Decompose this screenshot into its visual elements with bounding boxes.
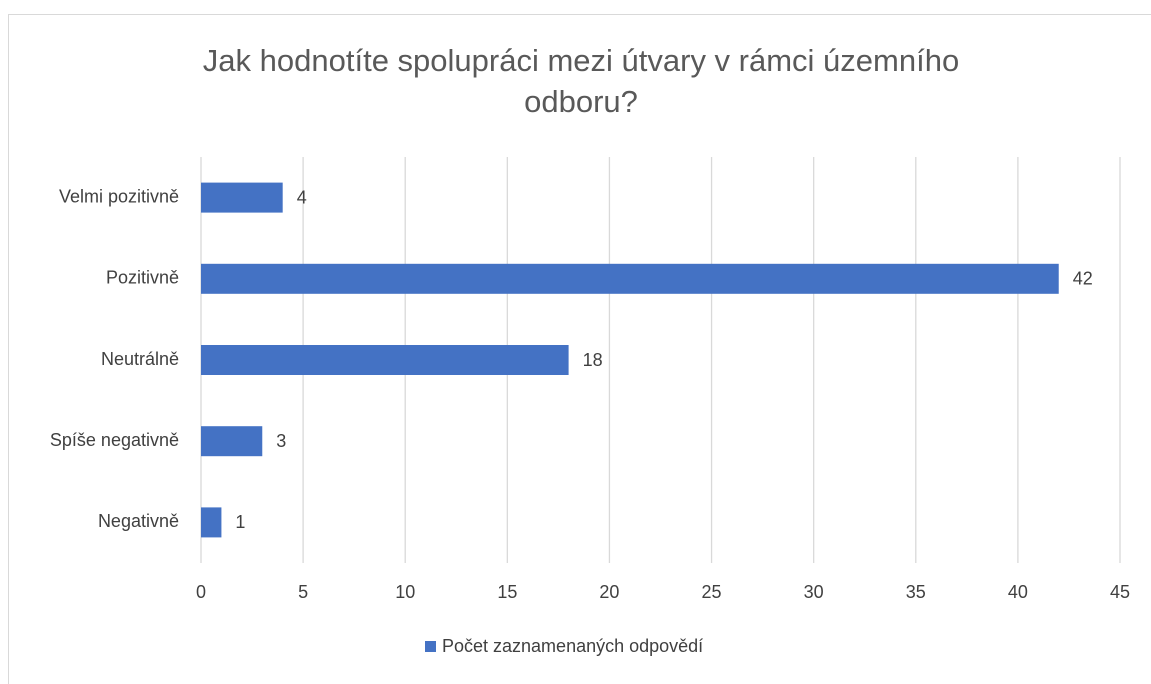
data-label: 42	[1073, 269, 1093, 289]
x-tick-label: 25	[702, 582, 722, 602]
bar	[201, 345, 569, 375]
y-tick-label: Neutrálně	[101, 349, 179, 369]
x-tick-label: 40	[1008, 582, 1028, 602]
data-label: 4	[297, 187, 307, 207]
chart-title: Jak hodnotíte spolupráci mezi útvary v r…	[202, 43, 960, 119]
bar	[201, 426, 263, 457]
x-tick-label: 5	[298, 582, 308, 602]
legend-label: Počet zaznamenaných odpovědí	[442, 636, 703, 656]
y-tick-label: Spíše negativně	[50, 430, 179, 450]
bar	[201, 263, 1059, 294]
y-tick-label: Negativně	[98, 511, 179, 531]
y-tick-label: Pozitivně	[106, 268, 179, 288]
x-tick-label: 30	[804, 582, 824, 602]
data-label: 3	[276, 431, 286, 451]
x-tick-label: 0	[196, 582, 206, 602]
chart-frame	[8, 14, 1151, 684]
x-tick-label: 15	[497, 582, 517, 602]
data-label: 1	[235, 512, 245, 532]
legend-swatch	[425, 641, 436, 652]
x-tick-label: 10	[395, 582, 415, 602]
bar	[201, 507, 222, 538]
x-tick-label: 45	[1110, 582, 1130, 602]
data-label: 18	[583, 350, 603, 370]
y-tick-label: Velmi pozitivně	[59, 186, 179, 206]
bar	[201, 182, 283, 213]
x-tick-label: 20	[599, 582, 619, 602]
x-tick-label: 35	[906, 582, 926, 602]
